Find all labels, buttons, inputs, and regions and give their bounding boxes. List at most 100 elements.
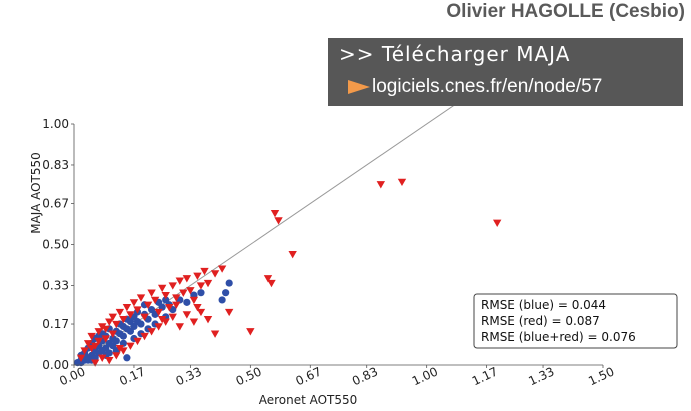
y-tick-label: 0.50 — [42, 238, 69, 252]
scatter-point-red — [94, 328, 103, 336]
scatter-point-red — [217, 265, 227, 273]
scatter-point-red — [263, 275, 273, 283]
scatter-point-red — [168, 282, 177, 290]
scatter-point-red — [122, 304, 132, 312]
scatter-point-red — [90, 342, 100, 350]
scatter-point-red — [210, 330, 220, 338]
scatter-point-blue — [105, 349, 113, 357]
scatter-point-red — [98, 354, 107, 362]
scatter-point-red — [224, 308, 234, 317]
scatter-point-red — [210, 270, 220, 278]
scatter-point-blue — [183, 298, 191, 306]
scatter-point-red — [105, 357, 114, 365]
x-tick-label: 1.17 — [470, 364, 500, 388]
x-tick-label: 0.50 — [234, 364, 264, 388]
x-tick-labels: 0.00 0.17 0.33 0.50 0.67 0.83 1.00 1.17 1.33 1.50 — [57, 364, 616, 388]
x-tick-label: 0.67 — [294, 364, 324, 388]
scatter-point-red — [136, 294, 146, 302]
scatter-point-red — [196, 282, 206, 290]
scatter-point-red — [129, 299, 139, 307]
scatter-point-red — [274, 217, 283, 225]
y-tick-label: 0.33 — [42, 278, 69, 292]
scatter-point-red — [80, 347, 89, 355]
scatter-point-red — [147, 328, 156, 336]
scatter-point-red — [193, 272, 202, 281]
points-layer — [73, 178, 502, 367]
scatter-point-red — [157, 284, 167, 293]
scatter-point-red — [112, 320, 121, 329]
scatter-point-red — [98, 323, 107, 331]
scatter-point-red — [90, 359, 100, 367]
scatter-point-blue — [123, 354, 131, 362]
scatter-point-blue — [218, 296, 226, 304]
scatter-point-red — [101, 335, 110, 343]
scatter-point-red — [150, 296, 160, 305]
rmse-combined: RMSE (blue+red) = 0.076 — [481, 330, 636, 344]
scatter-point-red — [154, 308, 163, 317]
scatter-point-red — [493, 219, 502, 228]
scatter-point-red — [112, 352, 121, 360]
scatter-point-red — [196, 308, 206, 317]
y-tick-labels: 0.00 0.17 0.33 0.50 0.67 0.83 1.00 — [42, 117, 74, 372]
scatter-point-blue — [112, 337, 120, 345]
download-link[interactable]: logiciels.cnes.fr/en/node/57 — [372, 76, 603, 97]
rmse-red: RMSE (red) = 0.087 — [481, 314, 600, 328]
y-tick-label: 0.00 — [42, 358, 69, 372]
y-tick-label: 0.83 — [42, 158, 69, 172]
scatter-point-blue — [119, 332, 127, 340]
scatter-point-red — [189, 318, 199, 326]
scatter-point-red — [108, 330, 117, 338]
scatter-point-red — [140, 313, 149, 321]
scatter-point-red — [101, 325, 110, 334]
scatter-point-blue — [197, 289, 205, 297]
y-tick-label: 0.67 — [42, 197, 69, 211]
scatter-point-blue — [137, 320, 145, 328]
scatter-point-red — [126, 311, 135, 319]
x-tick-label: 0.33 — [174, 364, 204, 388]
scatter-point-red — [108, 313, 117, 321]
scatter-point-red — [83, 340, 93, 348]
scatter-point-red — [119, 316, 128, 324]
scatter-point-red — [172, 301, 181, 309]
x-tick-label: 1.00 — [410, 364, 440, 388]
scatter-point-red — [161, 291, 170, 300]
download-text: >> Télécharger MAJA — [339, 42, 571, 66]
scatter-point-red — [189, 296, 199, 305]
scatter-point-red — [87, 332, 96, 341]
scatter-point-red — [182, 275, 192, 283]
rmse-blue: RMSE (blue) = 0.044 — [481, 298, 606, 312]
scatter-point-red — [186, 287, 195, 295]
scatter-point-red — [154, 323, 163, 331]
download-banner: >> Télécharger MAJA logiciels.cnes.fr/en… — [328, 38, 683, 106]
scatter-point-red — [270, 210, 280, 218]
download-link-row[interactable]: logiciels.cnes.fr/en/node/57 — [348, 76, 602, 98]
scatter-point-red — [140, 332, 149, 341]
scatter-point-red — [168, 313, 177, 321]
x-tick-label: 0.17 — [117, 364, 147, 388]
scatter-point-red — [193, 304, 202, 312]
scatter-point-red — [126, 342, 135, 350]
x-tick-label: 1.33 — [526, 364, 556, 388]
y-axis-label: MAJA AOT550 — [29, 152, 43, 234]
scatter-point-red — [397, 178, 407, 187]
scatter-point-red — [175, 323, 184, 331]
arrow-right-icon — [348, 80, 370, 94]
scatter-point-red — [182, 311, 192, 319]
scatter-point-red — [175, 277, 184, 285]
scatter-point-red — [105, 318, 114, 326]
rmse-box: RMSE (blue) = 0.044 RMSE (red) = 0.087 R… — [473, 293, 678, 349]
x-tick-label: 1.50 — [586, 364, 616, 388]
scatter-point-red — [165, 304, 174, 312]
scatter-point-red — [172, 294, 181, 302]
author-credit: Olivier HAGOLLE (Cesbio) — [446, 1, 685, 22]
scatter-point-red — [246, 328, 255, 336]
scatter-point-red — [76, 354, 86, 362]
y-tick-label: 1.00 — [42, 117, 69, 131]
scatter-point-red — [288, 250, 297, 259]
scatter-point-blue — [225, 279, 233, 287]
scatter-point-red — [376, 181, 386, 189]
scatter-point-red — [115, 344, 125, 353]
scatter-point-red — [203, 316, 213, 324]
x-axis-label: Aeronet AOT550 — [259, 393, 358, 407]
